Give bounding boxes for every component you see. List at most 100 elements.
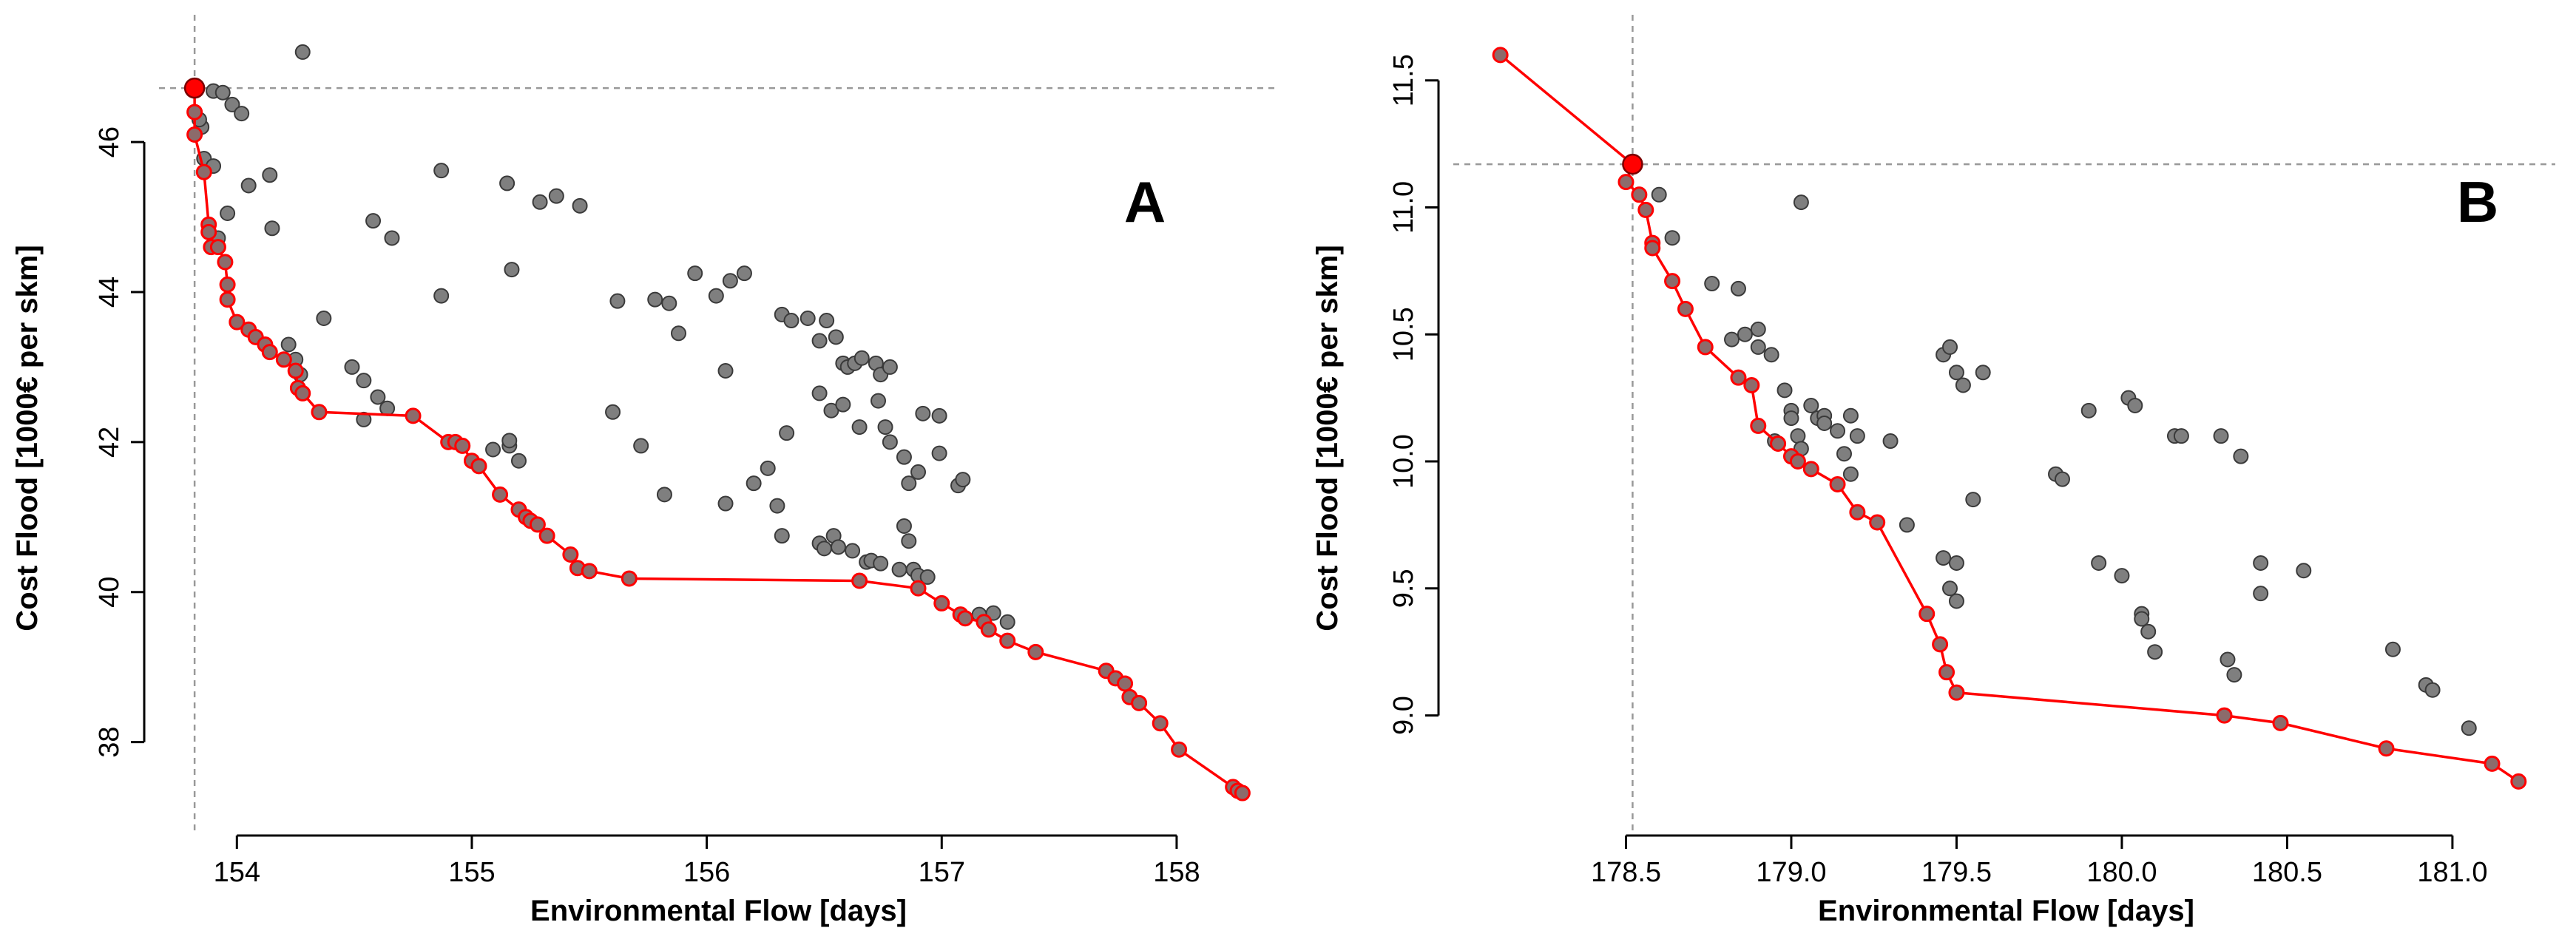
pareto-point xyxy=(1802,461,1819,478)
data-point xyxy=(955,472,971,488)
pareto-point xyxy=(1644,240,1661,257)
data-point xyxy=(2296,563,2312,579)
pareto-point xyxy=(186,126,203,143)
data-point xyxy=(647,291,663,308)
data-point xyxy=(1942,339,1958,355)
pareto-point xyxy=(1743,376,1760,393)
x-tick-label: 155 xyxy=(448,857,495,888)
y-tick-label: 40 xyxy=(94,577,125,608)
data-point xyxy=(1975,365,1991,381)
data-point xyxy=(1704,276,1720,292)
pareto-point xyxy=(405,407,422,424)
pareto-point xyxy=(261,344,278,361)
data-point xyxy=(1936,550,1952,566)
data-point xyxy=(485,441,501,458)
pareto-point xyxy=(294,384,311,401)
data-point xyxy=(264,220,280,237)
data-point xyxy=(2173,428,2189,444)
data-point xyxy=(2091,555,2107,571)
data-point xyxy=(1955,377,1971,393)
data-point xyxy=(873,555,889,572)
data-point xyxy=(280,336,297,353)
pareto-point xyxy=(1697,339,1714,356)
y-tick-label: 11.0 xyxy=(1388,181,1419,234)
x-tick-label: 178.5 xyxy=(1591,857,1661,888)
data-point xyxy=(2424,682,2441,698)
pareto-point xyxy=(454,437,471,454)
panel-letter: B xyxy=(2457,169,2498,234)
data-point xyxy=(746,475,762,492)
y-tick-label: 44 xyxy=(94,277,125,308)
data-point xyxy=(882,434,898,450)
data-point xyxy=(717,495,734,512)
pareto-point xyxy=(1131,694,1148,711)
data-point xyxy=(877,419,893,436)
data-point xyxy=(901,533,917,549)
pareto-point xyxy=(1027,643,1044,660)
data-point xyxy=(365,213,382,229)
data-point xyxy=(819,313,835,329)
data-point xyxy=(1942,580,1958,597)
x-tick-label: 156 xyxy=(683,857,730,888)
data-point xyxy=(851,419,868,436)
pareto-point xyxy=(1932,636,1949,653)
data-point xyxy=(1724,331,1740,348)
data-point xyxy=(1783,410,1799,427)
panel-b: 178.5 179.0 179.5 180.0 180.5 181.0 9.0 9.5 10.0… xyxy=(1311,15,2555,927)
pareto-point xyxy=(1750,417,1767,434)
data-point xyxy=(919,569,936,585)
y-axis-title: Cost Flood [1000€ per skm] xyxy=(1311,245,1344,631)
data-point xyxy=(882,359,898,375)
data-point xyxy=(2080,402,2097,419)
data-point xyxy=(931,445,947,461)
y-tick-label: 46 xyxy=(94,126,125,157)
data-point xyxy=(1651,186,1667,203)
pareto-point xyxy=(2378,740,2395,757)
highlight-point xyxy=(183,77,206,99)
pareto-point xyxy=(910,580,927,597)
data-point xyxy=(828,329,844,345)
y-tick-label: 38 xyxy=(94,726,125,757)
data-point xyxy=(548,188,564,204)
pareto-point xyxy=(538,527,555,544)
pareto-point xyxy=(2484,755,2501,772)
data-point xyxy=(811,333,828,349)
data-point xyxy=(1763,347,1779,363)
data-point xyxy=(783,313,799,329)
x-tick-label: 158 xyxy=(1153,857,1200,888)
pareto-point xyxy=(1829,475,1846,492)
data-point xyxy=(356,373,372,389)
x-tick-label: 154 xyxy=(214,857,260,888)
pareto-point xyxy=(1117,675,1134,692)
data-point xyxy=(2213,428,2229,444)
data-point xyxy=(1730,280,1746,297)
y-tick-label: 10.5 xyxy=(1388,307,1419,362)
data-point xyxy=(656,487,672,503)
x-tick-label: 180.0 xyxy=(2086,857,2157,888)
pareto-point xyxy=(219,276,236,293)
data-point xyxy=(499,175,515,192)
pareto-point xyxy=(1789,453,1806,470)
data-point xyxy=(1948,365,1964,381)
y-tick-label: 11.5 xyxy=(1388,54,1419,106)
pareto-point xyxy=(562,546,579,563)
pareto-point xyxy=(1492,47,1509,64)
data-point xyxy=(915,405,931,421)
pareto-point xyxy=(1171,741,1188,758)
data-point xyxy=(1790,428,1806,444)
pareto-point xyxy=(200,223,217,240)
data-point xyxy=(670,325,686,342)
data-point xyxy=(220,206,236,221)
data-point xyxy=(370,389,386,405)
y-tick-label: 42 xyxy=(94,427,125,458)
pareto-point xyxy=(195,163,212,180)
panel-a: 154 155 156 157 158 38 40 42 44 46 A Environmental … xyxy=(11,15,1274,927)
data-point xyxy=(831,539,847,555)
data-point xyxy=(1750,339,1766,355)
data-point xyxy=(2253,586,2269,602)
data-point xyxy=(1830,423,1846,439)
data-point xyxy=(356,411,372,427)
pareto-point xyxy=(186,104,203,121)
y-tick-label: 10.0 xyxy=(1388,434,1419,489)
